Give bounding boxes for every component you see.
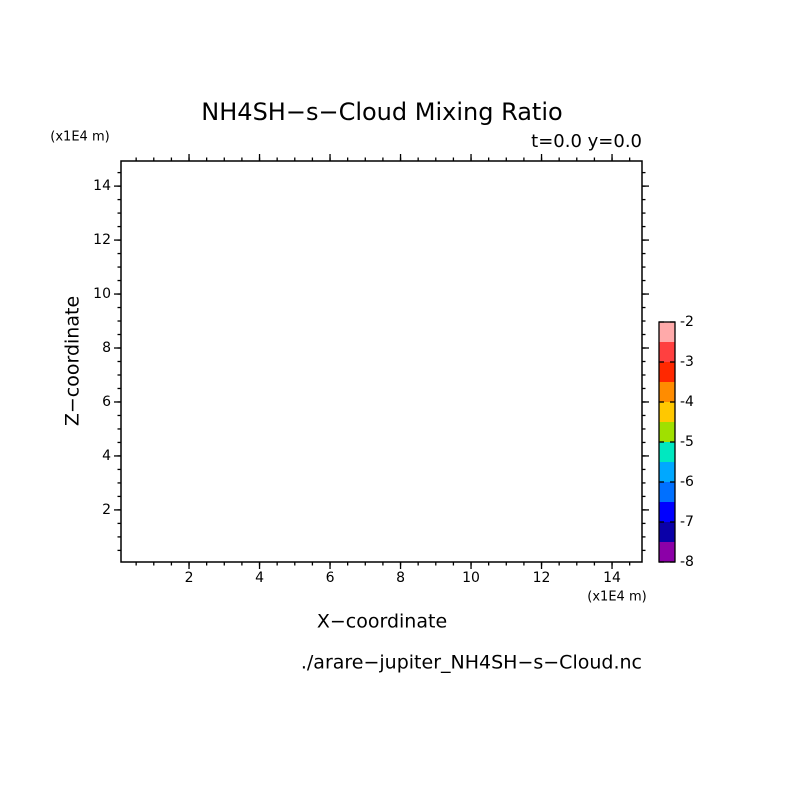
colorbar-label: -2	[680, 314, 694, 330]
x-tick-label: 6	[326, 570, 335, 586]
colorbar-band	[659, 542, 675, 562]
x-tick-label: 8	[396, 570, 405, 586]
chart-title: NH4SH−s−Cloud Mixing Ratio	[201, 98, 562, 126]
y-tick-label: 12	[93, 232, 111, 248]
subtitle: t=0.0 y=0.0	[531, 131, 642, 152]
x-unit: (x1E4 m)	[587, 590, 646, 605]
colorbar-band	[659, 422, 675, 442]
colorbar-label: -7	[680, 514, 694, 530]
y-tick-label: 2	[102, 502, 111, 518]
x-axis-label: X−coordinate	[317, 611, 447, 633]
colorbar-label: -4	[680, 394, 694, 410]
y-tick-label: 14	[93, 178, 111, 194]
x-tick-label: 12	[533, 570, 551, 586]
colorbar-band	[659, 362, 675, 382]
y-tick-label: 4	[102, 448, 111, 464]
colorbar-band	[659, 522, 675, 542]
x-tick-label: 2	[185, 570, 194, 586]
y-tick-label: 10	[93, 286, 111, 302]
y-tick-label: 6	[102, 394, 111, 410]
colorbar-band	[659, 342, 675, 362]
colorbar-label: -8	[680, 554, 694, 570]
colorbar-band	[659, 502, 675, 522]
colorbar-label: -5	[680, 434, 694, 450]
y-unit: (x1E4 m)	[50, 130, 109, 145]
x-tick-label: 14	[603, 570, 621, 586]
footer: ./arare−jupiter_NH4SH−s−Cloud.nc	[301, 652, 642, 674]
colorbar-band	[659, 442, 675, 462]
colorbar-label: -6	[680, 474, 694, 490]
y-axis-label: Z−coordinate	[62, 296, 84, 426]
x-tick-label: 4	[255, 570, 264, 586]
colorbar-band	[659, 462, 675, 482]
colorbar-band	[659, 322, 675, 342]
colorbar-band	[659, 482, 675, 502]
x-tick-label: 10	[462, 570, 480, 586]
colorbar-label: -3	[680, 354, 694, 370]
colorbar-band	[659, 382, 675, 402]
colorbar-band	[659, 402, 675, 422]
y-tick-label: 8	[102, 340, 111, 356]
